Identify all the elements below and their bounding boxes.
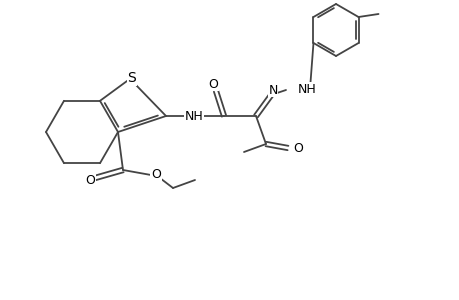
Text: O: O [292,142,302,154]
Text: S: S [127,71,136,85]
Text: O: O [151,169,161,182]
Text: NH: NH [297,82,316,95]
Text: O: O [207,77,218,91]
Text: O: O [85,173,95,187]
Text: N: N [268,83,277,97]
Text: NH: NH [184,110,203,122]
